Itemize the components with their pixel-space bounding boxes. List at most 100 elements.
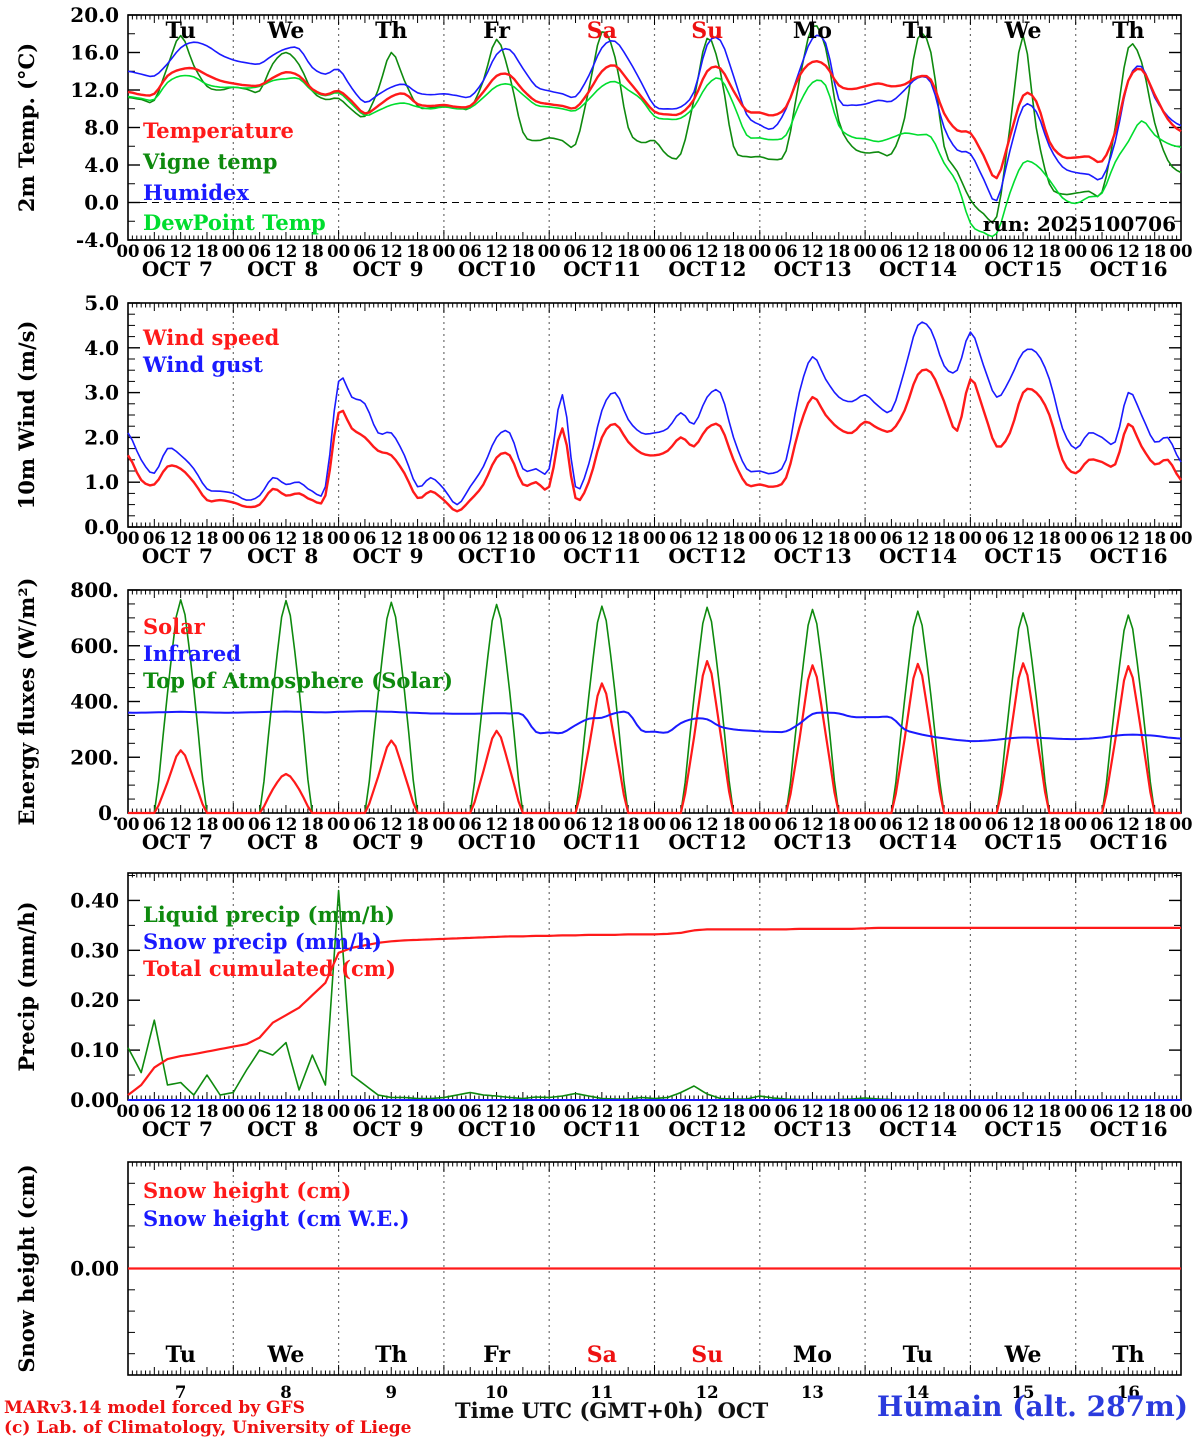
hour-label: 06: [1091, 529, 1114, 548]
day-number-label: 12: [719, 544, 747, 568]
month-label: OCT: [142, 257, 190, 281]
hour-label: 00: [854, 242, 877, 261]
y-tick-label: 4.0: [84, 153, 119, 177]
hour-label: 00: [959, 1102, 982, 1121]
hour-label: 06: [985, 815, 1008, 834]
y-tick-label: 600.: [70, 634, 119, 658]
day-number-label: 16: [1140, 1117, 1168, 1141]
hour-label: 12: [906, 815, 929, 834]
day-number-label: 12: [719, 830, 747, 854]
day-number-label: 14: [906, 1383, 929, 1402]
hour-label: 12: [274, 242, 297, 261]
hour-label: 00: [222, 242, 245, 261]
hour-label: 12: [485, 529, 508, 548]
month-label: OCT: [458, 544, 506, 568]
hour-label: 12: [485, 815, 508, 834]
series-wind-speed-line: [126, 368, 1182, 513]
day-number-label: 7: [175, 1383, 186, 1402]
hour-label: 12: [906, 1102, 929, 1121]
hour-label: 12: [169, 1102, 192, 1121]
month-label: OCT: [563, 830, 611, 854]
month-label: OCT: [984, 544, 1032, 568]
y-axis-title: 10m Wind (m/s): [14, 321, 39, 510]
series-wind-gust-line: [127, 321, 1182, 506]
y-axis-title: Energy fluxes (W/m²): [14, 578, 39, 826]
hour-label: 18: [1143, 242, 1166, 261]
day-number-label: 16: [1140, 257, 1168, 281]
hour-label: 06: [564, 815, 587, 834]
hour-label: 00: [959, 815, 982, 834]
series-temperature-line: [127, 60, 1182, 180]
day-number-label: 10: [485, 1383, 508, 1402]
hour-label: 00: [327, 242, 350, 261]
hour-label: 12: [169, 242, 192, 261]
series-solar-line: [128, 660, 1181, 815]
legend-snow-height-cm-: Snow height (cm): [143, 1178, 351, 1203]
y-tick-label: 5.0: [84, 291, 119, 315]
hour-label: 12: [590, 1102, 613, 1121]
hour-label: 00: [854, 1102, 877, 1121]
day-number-label: 14: [929, 830, 957, 854]
hour-label: 12: [1117, 529, 1140, 548]
hour-label: 18: [301, 1102, 324, 1121]
hour-label: 06: [985, 242, 1008, 261]
hour-label: 06: [985, 1102, 1008, 1121]
model-credit: MARv3.14 model forced by GFS (c) Lab. of…: [4, 1398, 412, 1438]
hour-label: 18: [511, 815, 534, 834]
month-label: OCT: [352, 257, 400, 281]
day-number-label: 7: [199, 1117, 213, 1141]
hour-label: 00: [222, 1102, 245, 1121]
hour-label: 12: [906, 242, 929, 261]
day-number-label: 14: [929, 1117, 957, 1141]
hour-label: 00: [643, 529, 666, 548]
legend-wind-speed: Wind speed: [142, 325, 280, 350]
hour-label: 06: [564, 1102, 587, 1121]
day-number-label: 10: [508, 830, 536, 854]
hour-label: 06: [248, 1102, 271, 1121]
day-number-label: 14: [929, 257, 957, 281]
day-number-label: 13: [824, 257, 852, 281]
legend-solar: Solar: [143, 614, 206, 639]
hour-label: 18: [1038, 1102, 1061, 1121]
hour-label: 12: [380, 1102, 403, 1121]
hour-label: 00: [432, 529, 455, 548]
legend-dewpoint-temp: DewPoint Temp: [143, 210, 326, 235]
hour-label: 00: [1170, 1102, 1193, 1121]
hour-label: 06: [669, 815, 692, 834]
hour-label: 18: [617, 529, 640, 548]
panel-frame: [127, 589, 1182, 814]
day-name-label: Su: [691, 1342, 723, 1368]
hour-label: 00: [327, 529, 350, 548]
y-tick-label: 20.0: [70, 3, 119, 27]
hour-label: 12: [696, 815, 719, 834]
hour-label: 06: [353, 242, 376, 261]
station-label: Humain (alt. 287m): [876, 1390, 1188, 1423]
hour-label: 18: [722, 815, 745, 834]
month-label: OCT: [1090, 544, 1138, 568]
month-label: OCT: [142, 830, 190, 854]
day-name-label: We: [266, 18, 304, 44]
month-label: OCT: [668, 830, 716, 854]
hour-label: 00: [748, 529, 771, 548]
hour-label: 12: [380, 242, 403, 261]
hour-label: 18: [722, 242, 745, 261]
hour-label: 06: [669, 1102, 692, 1121]
hour-label: 00: [643, 242, 666, 261]
hour-label: 12: [696, 1102, 719, 1121]
month-label: OCT: [247, 830, 295, 854]
day-number-label: 15: [1012, 1383, 1035, 1402]
month-label: OCT: [774, 257, 822, 281]
hour-label: 12: [1117, 242, 1140, 261]
day-number-label: 13: [801, 1383, 824, 1402]
y-tick-label: 0.0: [84, 191, 119, 215]
hour-label: 12: [801, 1102, 824, 1121]
hour-label: 18: [933, 815, 956, 834]
hour-label: 12: [485, 1102, 508, 1121]
hour-label: 00: [538, 242, 561, 261]
day-number-label: 14: [929, 544, 957, 568]
day-number-label: 15: [1034, 1117, 1062, 1141]
hour-label: 00: [643, 1102, 666, 1121]
hour-label: 00: [1170, 815, 1193, 834]
day-name-label: We: [1004, 1342, 1042, 1368]
